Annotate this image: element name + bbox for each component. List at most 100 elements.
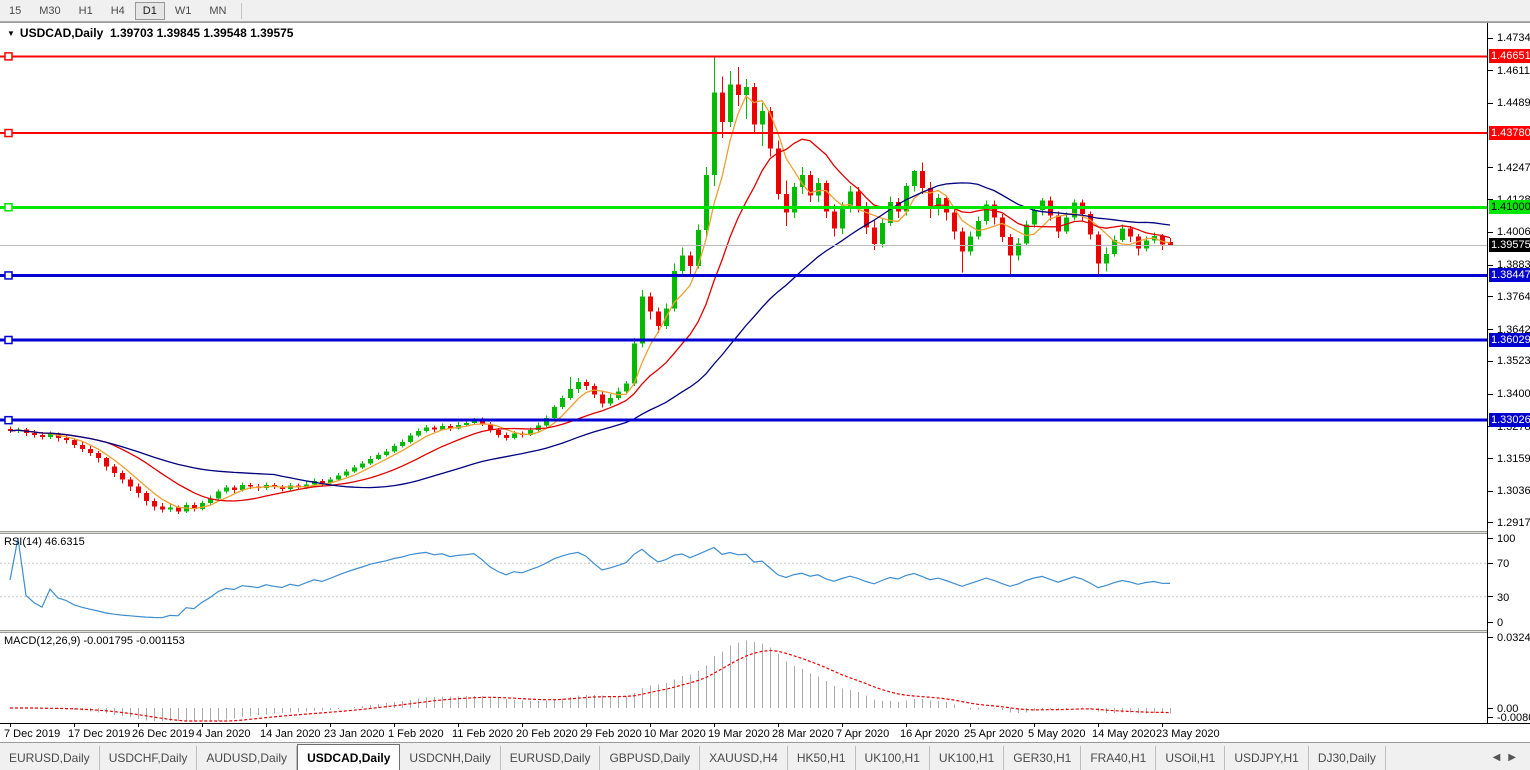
candle-body: [872, 227, 877, 245]
main-chart-pane[interactable]: ▼ USDCAD,Daily 1.39703 1.39845 1.39548 1.…: [0, 23, 1487, 531]
tab-usdchf-daily[interactable]: USDCHF,Daily: [100, 746, 198, 770]
tab-usdcnh-daily[interactable]: USDCNH,Daily: [400, 746, 501, 770]
main-chart-canvas[interactable]: [0, 23, 1487, 531]
candle-body: [400, 442, 405, 447]
rsi-tick-mark: [1488, 621, 1493, 623]
tab-xauusd-h4[interactable]: XAUUSD,H4: [700, 746, 788, 770]
price-tick-label: 1.44890: [1497, 97, 1530, 110]
candle-body: [808, 175, 813, 196]
price-badge-1.46651: 1.46651: [1489, 49, 1530, 64]
candle-body: [832, 211, 837, 229]
hline-handle[interactable]: [4, 203, 13, 212]
candle-body: [432, 427, 437, 430]
tab-usdjpy-h1[interactable]: USDJPY,H1: [1225, 746, 1309, 770]
timeframe-button-m30[interactable]: M30: [39, 4, 61, 17]
candle-body: [416, 431, 421, 436]
tab-gbpusd-daily[interactable]: GBPUSD,Daily: [600, 746, 701, 770]
tab-eurusd-daily[interactable]: EURUSD,Daily: [501, 746, 601, 770]
candle-body: [912, 171, 917, 186]
tab-uk100-h1[interactable]: UK100,H1: [930, 746, 1005, 770]
tab-hk50-h1[interactable]: HK50,H1: [788, 746, 856, 770]
timeframe-button-w1[interactable]: W1: [174, 4, 192, 17]
hline-handle[interactable]: [4, 52, 13, 61]
rsi-tick-label: 30: [1497, 591, 1510, 604]
candle-body: [168, 507, 173, 510]
date-tick-label: 23 May 2020: [1156, 728, 1220, 740]
rsi-pane[interactable]: RSI(14) 46.6315: [0, 534, 1487, 630]
tab-fra40-h1[interactable]: FRA40,H1: [1081, 746, 1157, 770]
date-tick-mark: [330, 724, 331, 727]
price-badge-1.33026: 1.33026: [1489, 413, 1530, 428]
price-tick-label: 1.37645: [1497, 290, 1530, 303]
candle-body: [144, 492, 149, 501]
candle-body: [544, 418, 549, 426]
date-tick-label: 19 Mar 2020: [708, 728, 770, 740]
candle-body: [48, 433, 53, 437]
date-tick-mark: [1098, 724, 1099, 727]
date-tick-mark: [522, 724, 523, 727]
candle-body: [8, 428, 13, 432]
tab-uk100-h1[interactable]: UK100,H1: [856, 746, 930, 770]
macd-canvas[interactable]: [0, 633, 1487, 723]
candle-body: [536, 425, 541, 431]
candle-body: [200, 503, 205, 509]
date-tick-mark: [1162, 724, 1163, 727]
date-tick-label: 4 Jan 2020: [196, 728, 251, 740]
candle-body: [1128, 228, 1133, 237]
chart-tab-bar: EURUSD,Daily USDCHF,Daily AUDUSD,Daily USDC…: [0, 742, 1530, 770]
price-tick-label: 1.47340: [1497, 32, 1530, 44]
candle-body: [464, 423, 469, 425]
candle-body: [608, 398, 613, 404]
price-tick-label: 1.30365: [1497, 485, 1530, 498]
candle-body: [496, 430, 501, 435]
timeframe-button-h1[interactable]: H1: [78, 4, 93, 17]
pane-splitter[interactable]: [0, 630, 1530, 633]
tab-dj30-daily[interactable]: DJ30,Daily: [1309, 746, 1386, 770]
ma-line-slow: [9, 182, 1171, 489]
timeframe-toolbar: 15 M30 H1 H4 D1 W1 MN: [0, 0, 1530, 22]
candle-body: [920, 171, 925, 189]
candle-body: [680, 255, 685, 271]
date-tick-mark: [842, 724, 843, 727]
candle-body: [480, 419, 485, 425]
hline-handle[interactable]: [4, 128, 13, 138]
pane-splitter[interactable]: [0, 531, 1530, 534]
tab-eurusd-daily[interactable]: EURUSD,Daily: [0, 746, 100, 770]
candle-body: [1144, 240, 1149, 249]
tab-scroll-right-icon[interactable]: ▶: [1508, 752, 1524, 763]
hline-handle[interactable]: [4, 415, 13, 425]
macd-pane[interactable]: MACD(12,26,9) -0.001795 -0.001153: [0, 633, 1487, 723]
date-tick-label: 29 Feb 2020: [580, 728, 642, 740]
candle-body: [1008, 237, 1013, 256]
price-badge-1.43780: 1.43780: [1489, 126, 1530, 141]
timeframe-button-15[interactable]: 15: [9, 4, 22, 17]
symbol-dropdown-icon[interactable]: ▼: [7, 29, 15, 38]
candle-body: [120, 472, 125, 480]
rsi-tick-mark: [1488, 562, 1493, 564]
hline-handle[interactable]: [4, 271, 13, 280]
date-tick-mark: [778, 724, 779, 727]
tab-ger30-h1[interactable]: GER30,H1: [1004, 746, 1082, 770]
price-badge-1.41000: 1.41000: [1489, 200, 1530, 215]
candle-body: [704, 175, 709, 230]
price-badge-1.36029: 1.36029: [1489, 332, 1530, 347]
tab-usoil-h1[interactable]: USOil,H1: [1156, 746, 1226, 770]
timeframe-button-h4[interactable]: H4: [110, 4, 125, 17]
price-tick-mark: [1488, 264, 1493, 266]
candle-body: [904, 185, 909, 212]
rsi-canvas[interactable]: [0, 534, 1487, 630]
candle-body: [584, 382, 589, 387]
candle-body: [1000, 217, 1005, 238]
chart-ohlc-values: 1.39703 1.39845 1.39548 1.39575: [109, 26, 294, 40]
candle-body: [864, 205, 869, 228]
timeframe-button-mn[interactable]: MN: [209, 4, 227, 17]
candle-body: [152, 500, 157, 507]
hline-handle[interactable]: [4, 335, 13, 345]
price-tick-label: 1.36420: [1497, 323, 1530, 336]
candle-body: [560, 398, 565, 407]
tab-scroll-left-icon[interactable]: ◀: [1492, 752, 1509, 763]
tab-usdcad-daily[interactable]: USDCAD,Daily: [297, 744, 401, 770]
timeframe-button-d1[interactable]: D1: [134, 1, 165, 20]
ma-line-fast: [9, 95, 1171, 510]
tab-audusd-daily[interactable]: AUDUSD,Daily: [197, 746, 298, 770]
